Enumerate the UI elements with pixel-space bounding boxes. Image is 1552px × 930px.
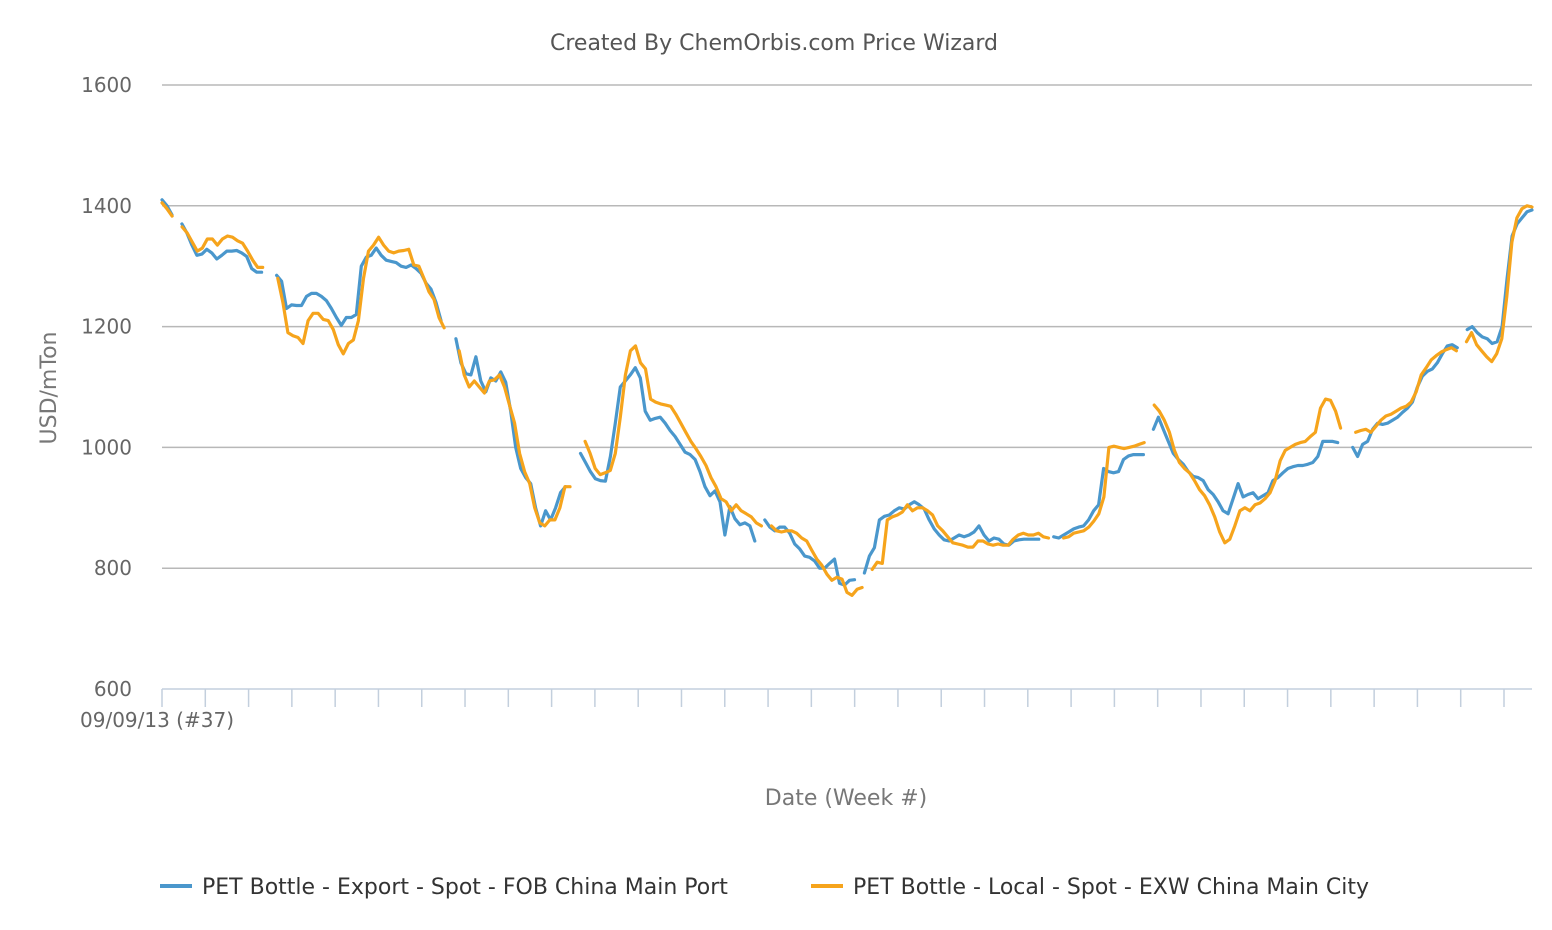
- legend-label-local: PET Bottle - Local - Spot - EXW China Ma…: [853, 875, 1369, 900]
- y-tick-label-1200: 1200: [81, 315, 132, 339]
- gridlines: [162, 84, 1532, 569]
- y-tick-labels: 600 800 1000 1200 1400 1600: [81, 73, 132, 701]
- y-tick-label-1000: 1000: [81, 435, 132, 459]
- y-tick-label-800: 800: [94, 556, 132, 580]
- legend-item-export[interactable]: PET Bottle - Export - Spot - FOB China M…: [160, 875, 728, 900]
- legend: PET Bottle - Export - Spot - FOB China M…: [160, 875, 1369, 900]
- legend-label-export: PET Bottle - Export - Spot - FOB China M…: [202, 875, 728, 900]
- chart-title: Created By ChemOrbis.com Price Wizard: [550, 31, 998, 56]
- y-tick-label-1400: 1400: [81, 194, 132, 218]
- x-ticks: [161, 689, 1505, 707]
- legend-item-local[interactable]: PET Bottle - Local - Spot - EXW China Ma…: [811, 875, 1369, 900]
- x-axis-title: Date (Week #): [765, 786, 927, 811]
- y-tick-label-1600: 1600: [81, 73, 132, 97]
- y-tick-label-600: 600: [94, 677, 132, 701]
- series-line-local: [160, 201, 1534, 597]
- series-lines: [160, 198, 1534, 597]
- x-start-label: 09/09/13 (#37): [80, 708, 234, 732]
- y-axis-title: USD/mTon: [37, 332, 62, 445]
